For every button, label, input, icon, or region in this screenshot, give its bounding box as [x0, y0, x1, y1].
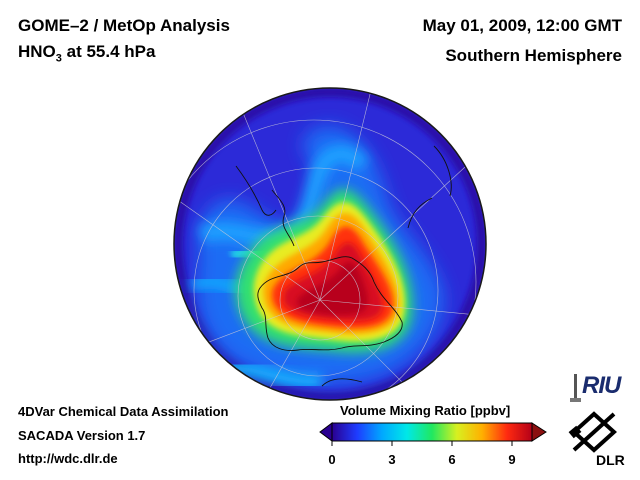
species-label: HNO3 at 55.4 hPa	[18, 42, 155, 64]
hemisphere-label: Southern Hemisphere	[445, 46, 622, 65]
species-subscript: 3	[55, 52, 62, 65]
concentration-field	[174, 88, 486, 400]
map-title: GOME–2 / MetOp Analysis	[18, 16, 230, 35]
polar-map-svg	[173, 87, 487, 401]
colorbar-min-arrow	[319, 422, 333, 442]
colorbar-tick-label-3: 9	[508, 452, 516, 467]
coastlines	[235, 145, 452, 387]
colorbar-tick-label-1: 3	[388, 452, 396, 467]
dlr-logo-mark	[568, 411, 617, 453]
colorbar-tick-label-2: 6	[448, 452, 456, 467]
riu-logo: RIU	[566, 370, 630, 410]
species-suffix: at 55.4 hPa	[61, 42, 156, 61]
colorbar-svg	[319, 422, 547, 446]
colorbar-title: Volume Mixing Ratio [ppbv]	[340, 403, 511, 418]
date-label: May 01, 2009, 12:00 GMT	[422, 16, 622, 35]
dlr-logo-text: DLR	[596, 452, 625, 468]
footer-version: SACADA Version 1.7	[18, 428, 146, 443]
colorbar-tick-label-0: 0	[328, 452, 336, 467]
colorbar: 0 3 6 9	[318, 420, 548, 468]
riu-logo-mark	[570, 374, 581, 402]
polar-map	[172, 86, 488, 402]
colorbar-ticks	[331, 441, 513, 446]
species-prefix: HNO	[18, 42, 56, 61]
footer-method: 4DVar Chemical Data Assimilation	[18, 404, 229, 419]
colorbar-bar	[331, 422, 533, 442]
dlr-logo: DLR	[562, 410, 632, 472]
footer-url[interactable]: http://wdc.dlr.de	[18, 451, 118, 466]
riu-logo-text: RIU	[582, 372, 621, 399]
colorbar-max-arrow	[531, 422, 547, 442]
